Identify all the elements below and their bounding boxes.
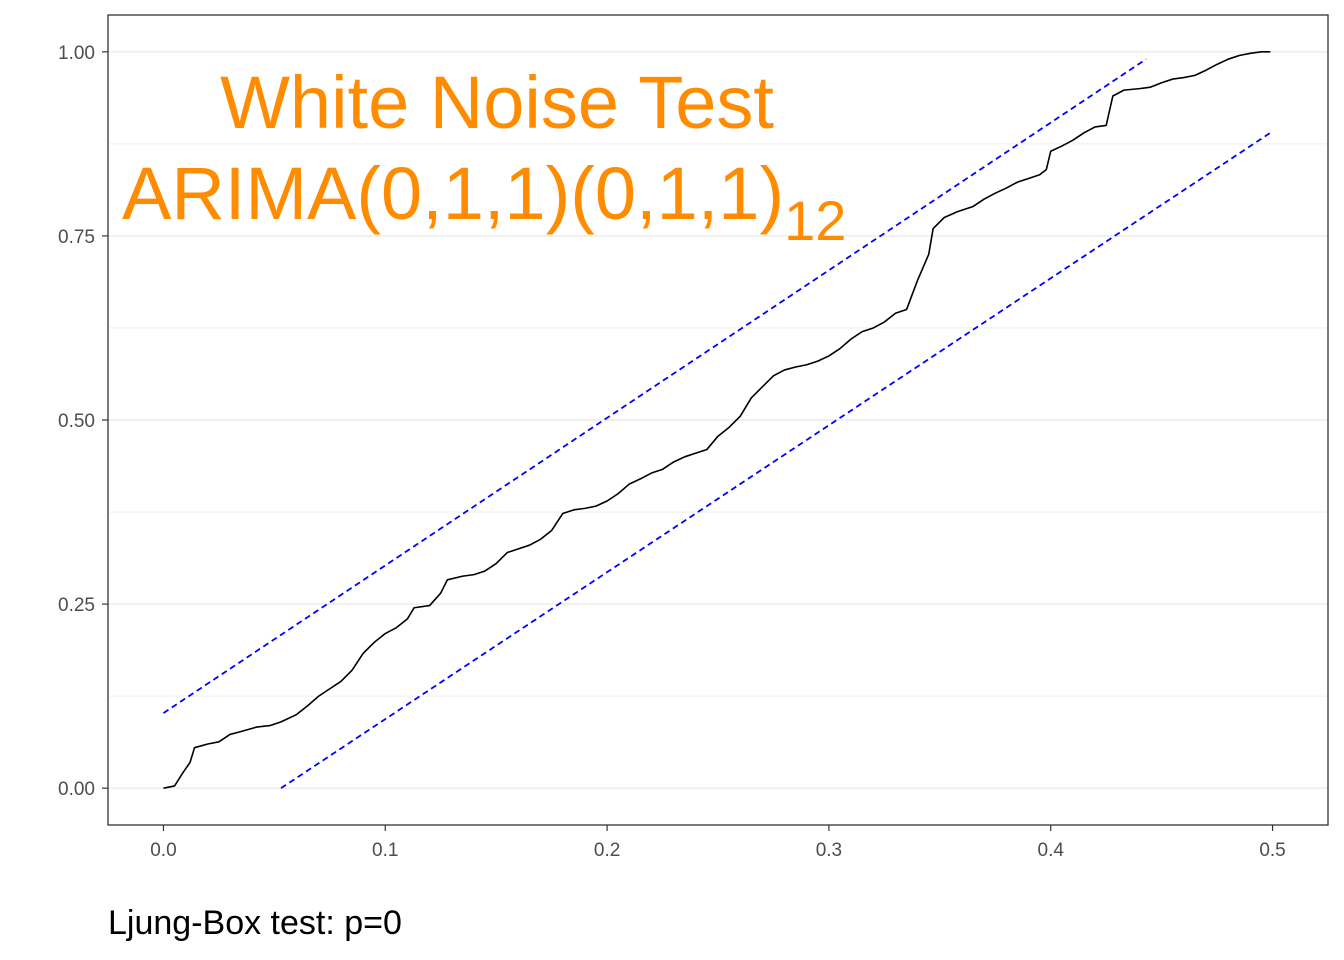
ljung-box-caption: Ljung-Box test: p=0 bbox=[108, 904, 402, 942]
grid-lines bbox=[108, 51, 1328, 789]
y-tick-label: 0.50 bbox=[58, 411, 95, 432]
chart-subtitle: ARIMA(0,1,1)(0,1,1)12 bbox=[122, 152, 846, 252]
x-tick-label: 0.2 bbox=[594, 840, 620, 861]
chart-title: White Noise Test bbox=[220, 61, 774, 144]
x-tick-label: 0.1 bbox=[372, 840, 398, 861]
x-tick-label: 0.0 bbox=[150, 840, 176, 861]
x-tick-label: 0.3 bbox=[816, 840, 842, 861]
x-tick-label: 0.4 bbox=[1038, 840, 1065, 861]
y-tick-label: 0.00 bbox=[58, 779, 95, 800]
chart-subtitle-subscript: 12 bbox=[784, 189, 846, 252]
cumulative-periodogram-line bbox=[163, 51, 1271, 789]
chart-title-group: White Noise Test ARIMA(0,1,1)(0,1,1)12 bbox=[122, 61, 846, 252]
chart-subtitle-base: ARIMA(0,1,1)(0,1,1) bbox=[122, 152, 784, 235]
y-tick-label: 0.25 bbox=[58, 595, 95, 616]
confidence-band-line-1 bbox=[162, 58, 1147, 714]
series-layer bbox=[162, 51, 1271, 789]
axis-layer: 0.0 0.1 0.2 0.3 0.4 0.5 0.00 0.25 0.50 0.75 1.00 bbox=[58, 43, 1286, 861]
confidence-band-line-2 bbox=[280, 132, 1271, 789]
x-tick-label: 0.5 bbox=[1259, 840, 1285, 861]
y-tick-label: 0.75 bbox=[58, 227, 95, 248]
y-tick-label: 1.00 bbox=[58, 43, 95, 64]
